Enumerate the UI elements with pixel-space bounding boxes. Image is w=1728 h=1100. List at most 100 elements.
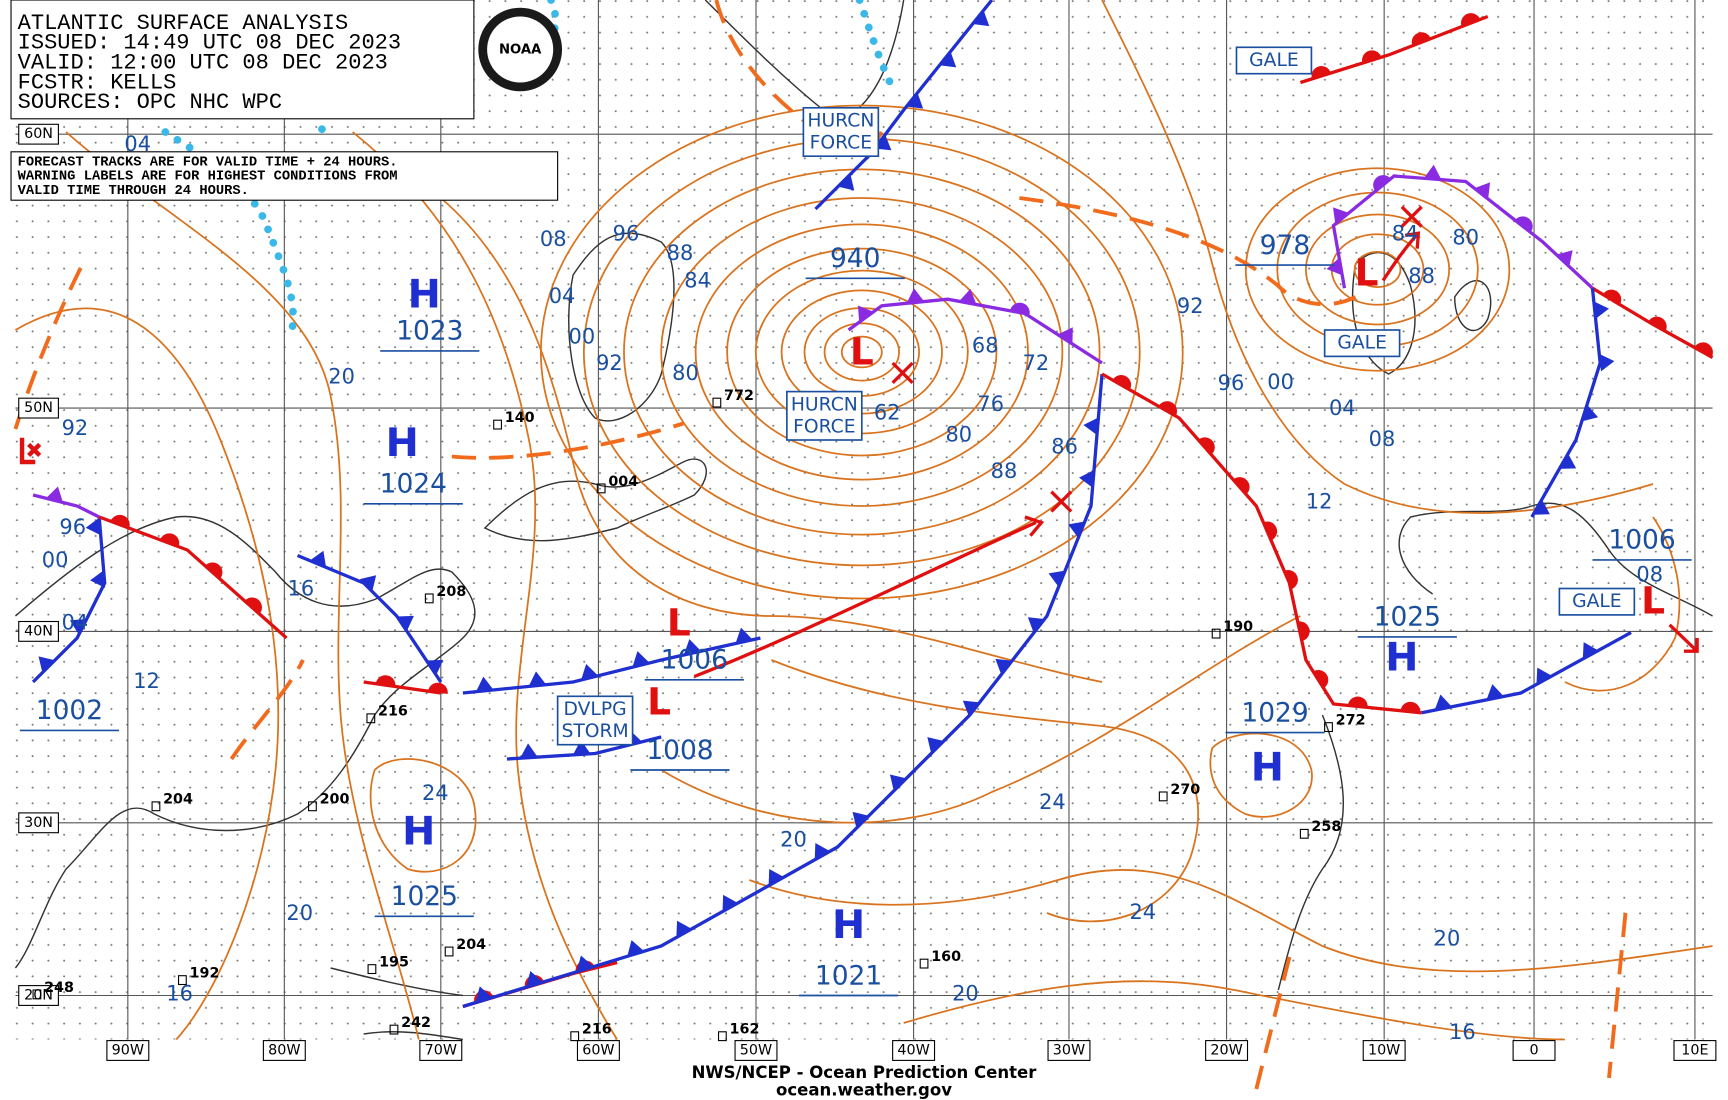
station-marker [1211, 628, 1221, 639]
header-line: ATLANTIC SURFACE ANALYSIS [18, 11, 349, 36]
track-arrowhead [1404, 231, 1421, 249]
isobar [369, 758, 477, 873]
pressure-value: 1021 [815, 960, 882, 991]
station-value: 204 [456, 937, 486, 953]
station-value: 004 [608, 474, 638, 490]
isobar [352, 131, 618, 1040]
isobar [803, 307, 920, 397]
lat-label: 20N [24, 988, 53, 1004]
lon-label-box [734, 1040, 778, 1061]
front-semicircle [1347, 696, 1368, 708]
isobar-label: 00 [569, 325, 596, 349]
station-marker [1324, 722, 1333, 733]
front-triangle [397, 615, 414, 632]
isobar-label: 04 [549, 284, 576, 308]
front-triangle [768, 868, 784, 886]
ice-edge-line [161, 128, 297, 334]
front-triangle [1326, 257, 1343, 276]
isobar-label: 24 [1129, 900, 1156, 924]
pressure-value: 1008 [646, 735, 713, 766]
pressure-value: 1006 [661, 645, 728, 676]
note-line: VALID TIME THROUGH 24 HOURS. [18, 184, 249, 199]
pressure-value: 1006 [1608, 525, 1675, 556]
lat-label-box [18, 620, 59, 642]
lon-label: 60W [582, 1043, 614, 1059]
front-triangle [1083, 417, 1099, 435]
station-value: 208 [436, 584, 466, 600]
station-marker [366, 713, 376, 724]
front-triangle [45, 486, 63, 503]
front-triangle [735, 627, 753, 644]
isobar [694, 223, 1029, 481]
front-semicircle [1311, 66, 1331, 79]
isobar-label: 92 [596, 351, 623, 375]
front-triangle [995, 658, 1013, 675]
front-semicircle [1648, 316, 1667, 332]
occl-front [32, 493, 100, 519]
front-triangle [1068, 521, 1085, 538]
station-value: 162 [730, 1022, 760, 1038]
station-marker [424, 593, 434, 604]
front-triangle [906, 92, 924, 109]
footer-url: ocean.weather.gov [776, 1081, 952, 1100]
pressure-value: 978 [1260, 230, 1310, 261]
front-triangle [69, 618, 87, 635]
isobar [660, 615, 1301, 824]
station-marker [177, 975, 187, 986]
lat-label-box [18, 812, 59, 834]
front-triangle [1423, 164, 1442, 180]
front-triangle [906, 288, 925, 304]
station-value: 216 [582, 1022, 612, 1038]
isobar [1305, 213, 1451, 326]
isobar-label: 16 [1449, 1020, 1476, 1044]
isobar-label: 96 [613, 221, 640, 245]
high-symbol: H [402, 808, 435, 854]
lon-label-box [419, 1040, 463, 1061]
front-semicircle [1362, 50, 1382, 64]
note-line: WARNING LABELS ARE FOR HIGHEST CONDITION… [18, 170, 398, 185]
coastline [568, 232, 675, 422]
low-symbol: L [1641, 578, 1665, 622]
isobar-label: 16 [166, 981, 193, 1005]
front-triangle [576, 955, 594, 972]
station-marker [389, 1024, 399, 1035]
front-semicircle [244, 597, 262, 614]
front-semicircle [375, 675, 396, 687]
isobar-label: 1002 [36, 695, 103, 726]
warning-box [786, 390, 863, 441]
front-triangle [581, 663, 599, 680]
cold-front [296, 553, 443, 683]
front-triangle [572, 740, 591, 755]
lon-label-box [1673, 1040, 1717, 1061]
front-triangle [1486, 684, 1504, 700]
high-symbol: H [386, 420, 419, 466]
station-marker [308, 801, 317, 812]
isobar-label: 92 [62, 416, 89, 440]
isobar [582, 137, 1141, 567]
occl-front [847, 297, 1103, 365]
front-triangle [475, 986, 493, 1003]
front-semicircle [428, 682, 448, 694]
pressure-value: 1025 [1374, 602, 1441, 633]
low-symbol: L [1355, 251, 1379, 295]
isobar-label: 20 [328, 364, 355, 388]
station-value: 160 [931, 949, 961, 965]
trough [451, 421, 684, 460]
lon-label-box [1362, 1040, 1406, 1061]
pressure-value: 1023 [396, 316, 463, 347]
low-symbol-west [19, 437, 42, 465]
isobar-label: 68 [972, 334, 999, 358]
lon-label-box [1047, 1040, 1091, 1061]
warning-box [1323, 329, 1401, 358]
front-semicircle [1010, 302, 1030, 315]
station-value: 216 [378, 704, 408, 720]
storm-track [693, 520, 1037, 679]
coastline [483, 458, 707, 542]
front-semicircle [1411, 32, 1431, 46]
warning-box [802, 106, 880, 158]
station-value: 140 [505, 410, 535, 426]
lon-label: 90W [112, 1043, 144, 1059]
lon-label-box [1205, 1040, 1249, 1061]
lat-label: 60N [24, 126, 53, 142]
